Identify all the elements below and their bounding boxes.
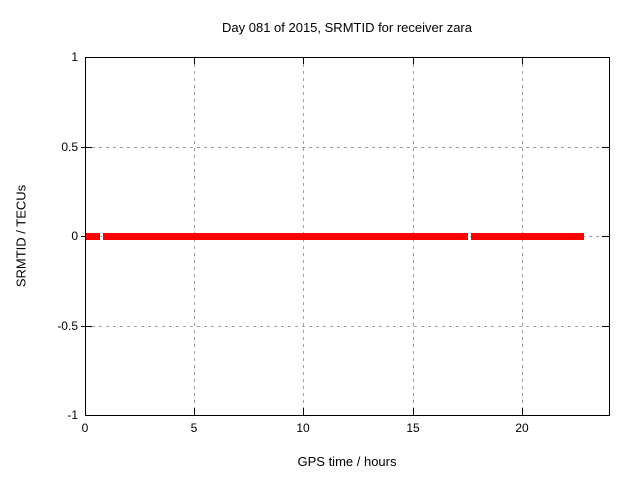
- x-tick-label: 0: [81, 421, 89, 435]
- y-tick-label: -1: [67, 408, 78, 422]
- tick-left--0.5: [81, 326, 92, 327]
- data-segment: [86, 233, 100, 240]
- x-tick-label: 20: [515, 421, 529, 435]
- tick-right--0.5: [602, 326, 609, 327]
- tick-top-15: [413, 57, 414, 64]
- x-tick-label: 5: [190, 421, 198, 435]
- tick-bottom-15: [413, 408, 414, 415]
- y-tick-label: 0.5: [61, 140, 78, 154]
- tick-right-0: [602, 236, 609, 237]
- tick-top-5: [194, 57, 195, 64]
- tick-right-0.5: [602, 147, 609, 148]
- gridline-y--0.5: [85, 326, 609, 327]
- data-segment: [471, 233, 584, 240]
- y-axis-label: SRMTID / TECUs: [13, 184, 29, 288]
- x-tick-label: 15: [406, 421, 420, 435]
- tick-top-10: [303, 57, 304, 64]
- y-tick-label: -0.5: [57, 319, 78, 333]
- gridline-y-0.5: [85, 147, 609, 148]
- x-tick-label: 10: [296, 421, 310, 435]
- tick-bottom-5: [194, 408, 195, 415]
- y-tick-label: 0: [71, 229, 78, 243]
- y-tick-label: 1: [71, 50, 78, 64]
- tick-top-20: [522, 57, 523, 64]
- chart-title: Day 081 of 2015, SRMTID for receiver zar…: [222, 20, 472, 35]
- tick-bottom-10: [303, 408, 304, 415]
- tick-bottom-20: [522, 408, 523, 415]
- data-segment: [103, 233, 468, 240]
- x-axis-label: GPS time / hours: [297, 454, 397, 469]
- tick-left-0.5: [81, 147, 92, 148]
